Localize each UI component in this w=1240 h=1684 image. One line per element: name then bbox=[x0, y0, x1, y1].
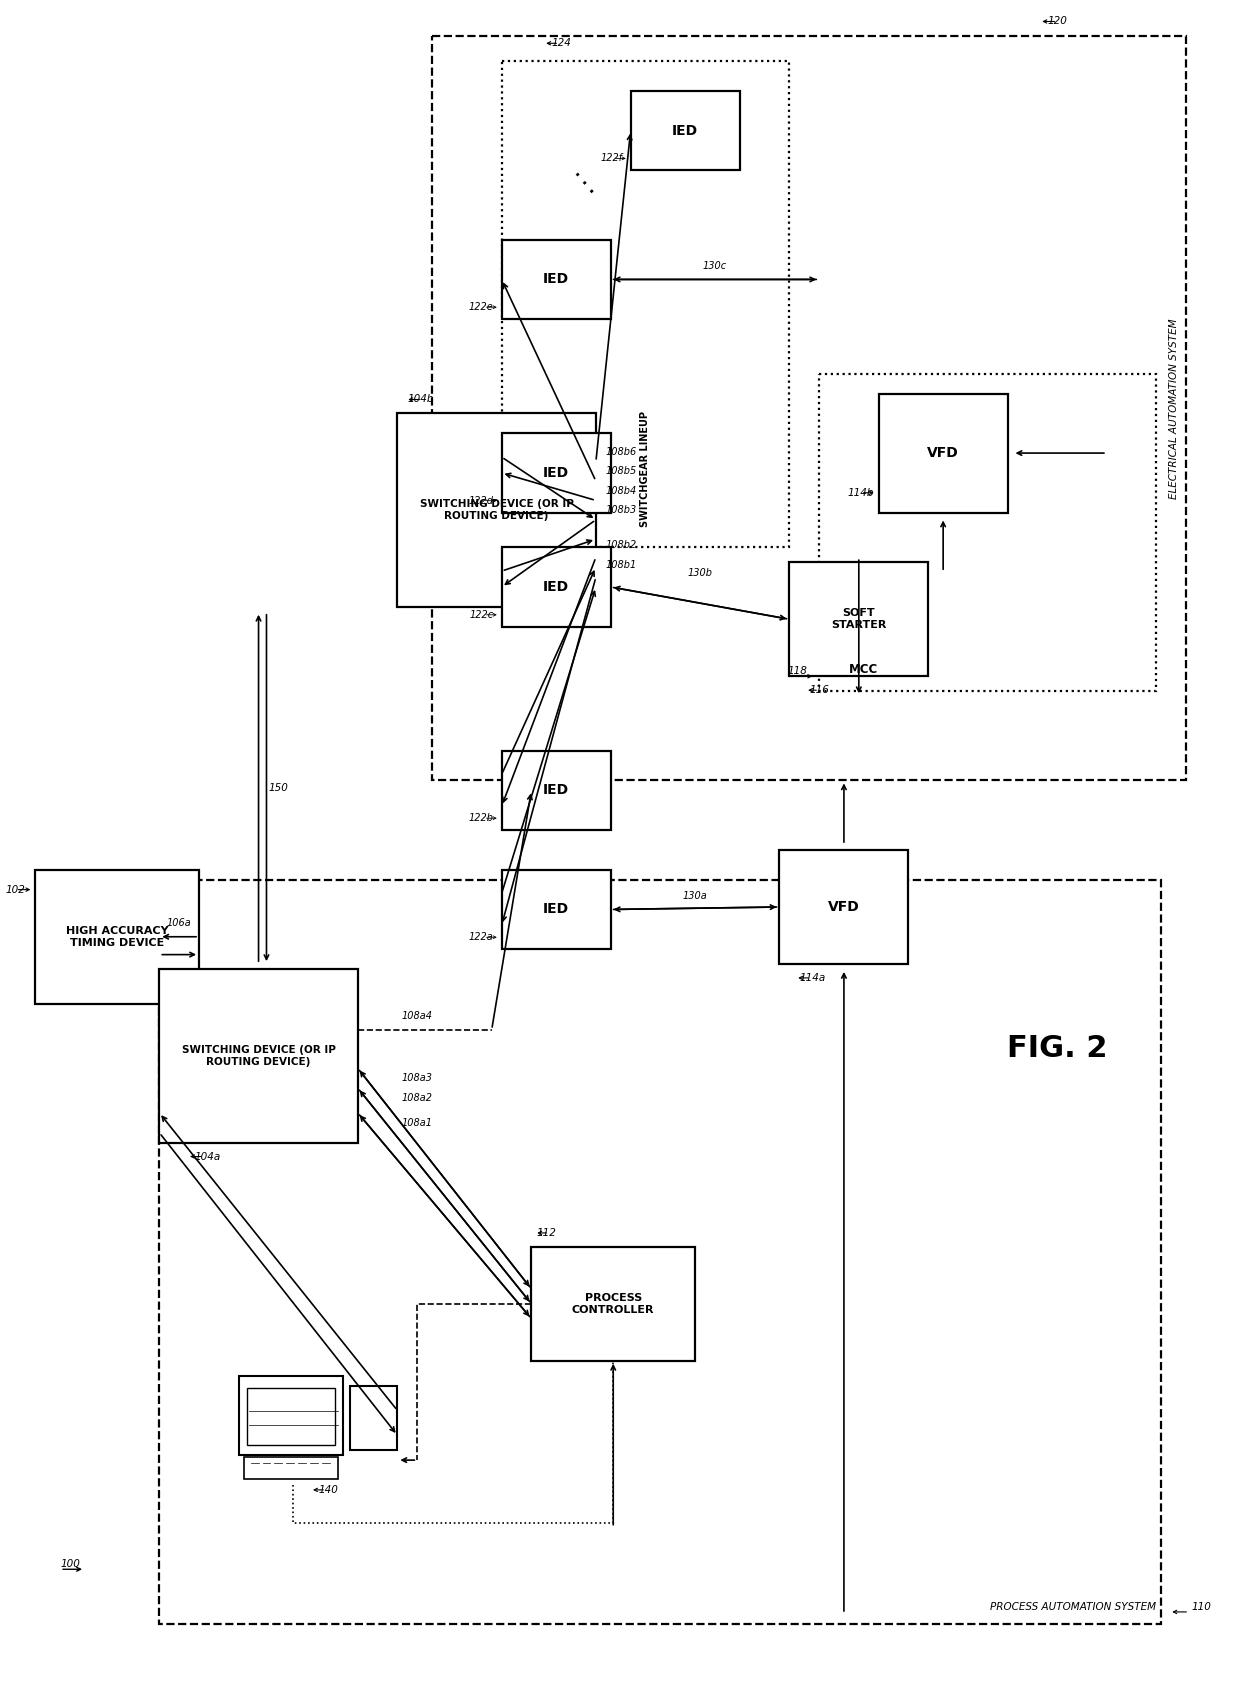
Text: 122b: 122b bbox=[469, 813, 494, 823]
Text: 120: 120 bbox=[1048, 17, 1068, 27]
Bar bbox=[159, 968, 358, 1143]
Text: 130b: 130b bbox=[687, 568, 713, 578]
Text: 122a: 122a bbox=[469, 933, 494, 943]
Text: 130c: 130c bbox=[703, 261, 727, 271]
Text: VFD: VFD bbox=[928, 446, 959, 460]
Bar bbox=[398, 413, 596, 606]
Bar bbox=[502, 751, 611, 830]
Text: 112: 112 bbox=[537, 1228, 557, 1238]
Bar bbox=[780, 850, 909, 963]
Text: SWITCHGEAR LINEUP: SWITCHGEAR LINEUP bbox=[641, 411, 651, 527]
Bar bbox=[244, 1457, 339, 1479]
Text: 108b3: 108b3 bbox=[605, 505, 636, 515]
Text: IED: IED bbox=[543, 783, 569, 798]
Text: 116: 116 bbox=[810, 685, 830, 695]
Text: . . .: . . . bbox=[572, 165, 600, 195]
Text: 114a: 114a bbox=[800, 973, 826, 983]
Bar bbox=[631, 91, 740, 170]
Text: 124: 124 bbox=[552, 39, 572, 49]
Text: 108a4: 108a4 bbox=[402, 1010, 433, 1021]
Text: 104a: 104a bbox=[193, 1152, 221, 1162]
Text: 108b2: 108b2 bbox=[605, 541, 636, 551]
Text: 114b: 114b bbox=[847, 488, 874, 498]
Text: 108b5: 108b5 bbox=[605, 466, 636, 477]
Bar bbox=[820, 374, 1157, 690]
Text: SWITCHING DEVICE (OR IP
ROUTING DEVICE): SWITCHING DEVICE (OR IP ROUTING DEVICE) bbox=[181, 1046, 336, 1066]
Bar bbox=[239, 1376, 343, 1455]
Text: 108b4: 108b4 bbox=[605, 485, 636, 495]
Text: SWITCHING DEVICE (OR IP
ROUTING DEVICE): SWITCHING DEVICE (OR IP ROUTING DEVICE) bbox=[419, 500, 574, 520]
Text: 100: 100 bbox=[60, 1559, 81, 1569]
Text: 104b: 104b bbox=[408, 394, 434, 404]
Bar bbox=[502, 433, 611, 512]
Text: MCC: MCC bbox=[849, 663, 878, 677]
Text: 108a1: 108a1 bbox=[402, 1118, 433, 1128]
Text: IED: IED bbox=[543, 273, 569, 286]
Text: 108a2: 108a2 bbox=[402, 1093, 433, 1103]
Bar bbox=[433, 37, 1187, 780]
Text: 108a3: 108a3 bbox=[402, 1073, 433, 1083]
Bar bbox=[502, 61, 790, 547]
Bar bbox=[502, 547, 611, 626]
Bar bbox=[790, 562, 929, 677]
Bar bbox=[879, 394, 1008, 512]
Bar bbox=[35, 869, 198, 1004]
Text: 108b6: 108b6 bbox=[605, 446, 636, 456]
Text: 102: 102 bbox=[5, 884, 25, 894]
Bar bbox=[532, 1246, 696, 1361]
Text: HIGH ACCURACY
TIMING DEVICE: HIGH ACCURACY TIMING DEVICE bbox=[66, 926, 169, 948]
Text: 122c: 122c bbox=[470, 610, 494, 620]
Text: 122f: 122f bbox=[600, 153, 622, 163]
Text: 118: 118 bbox=[787, 667, 807, 677]
Text: IED: IED bbox=[543, 903, 569, 916]
Text: PROCESS
CONTROLLER: PROCESS CONTROLLER bbox=[572, 1293, 655, 1315]
Text: IED: IED bbox=[543, 466, 569, 480]
Text: 110: 110 bbox=[1192, 1601, 1211, 1612]
Bar bbox=[247, 1388, 335, 1445]
Text: SOFT
STARTER: SOFT STARTER bbox=[831, 608, 887, 630]
Text: 130a: 130a bbox=[683, 891, 708, 901]
Text: IED: IED bbox=[543, 579, 569, 594]
Bar bbox=[502, 239, 611, 320]
Text: 108b1: 108b1 bbox=[605, 561, 636, 571]
Text: ELECTRICAL AUTOMATION SYSTEM: ELECTRICAL AUTOMATION SYSTEM bbox=[1169, 318, 1179, 498]
Text: IED: IED bbox=[672, 123, 698, 138]
Text: VFD: VFD bbox=[828, 899, 859, 914]
Bar bbox=[159, 879, 1162, 1623]
Text: 122d: 122d bbox=[469, 495, 494, 505]
Text: 150: 150 bbox=[268, 783, 289, 793]
Bar bbox=[350, 1386, 398, 1450]
Text: 106a: 106a bbox=[167, 918, 191, 928]
Bar bbox=[502, 869, 611, 950]
Text: FIG. 2: FIG. 2 bbox=[1007, 1034, 1107, 1063]
Text: PROCESS AUTOMATION SYSTEM: PROCESS AUTOMATION SYSTEM bbox=[991, 1601, 1157, 1612]
Text: 122e: 122e bbox=[469, 301, 494, 312]
Text: 140: 140 bbox=[319, 1485, 339, 1495]
